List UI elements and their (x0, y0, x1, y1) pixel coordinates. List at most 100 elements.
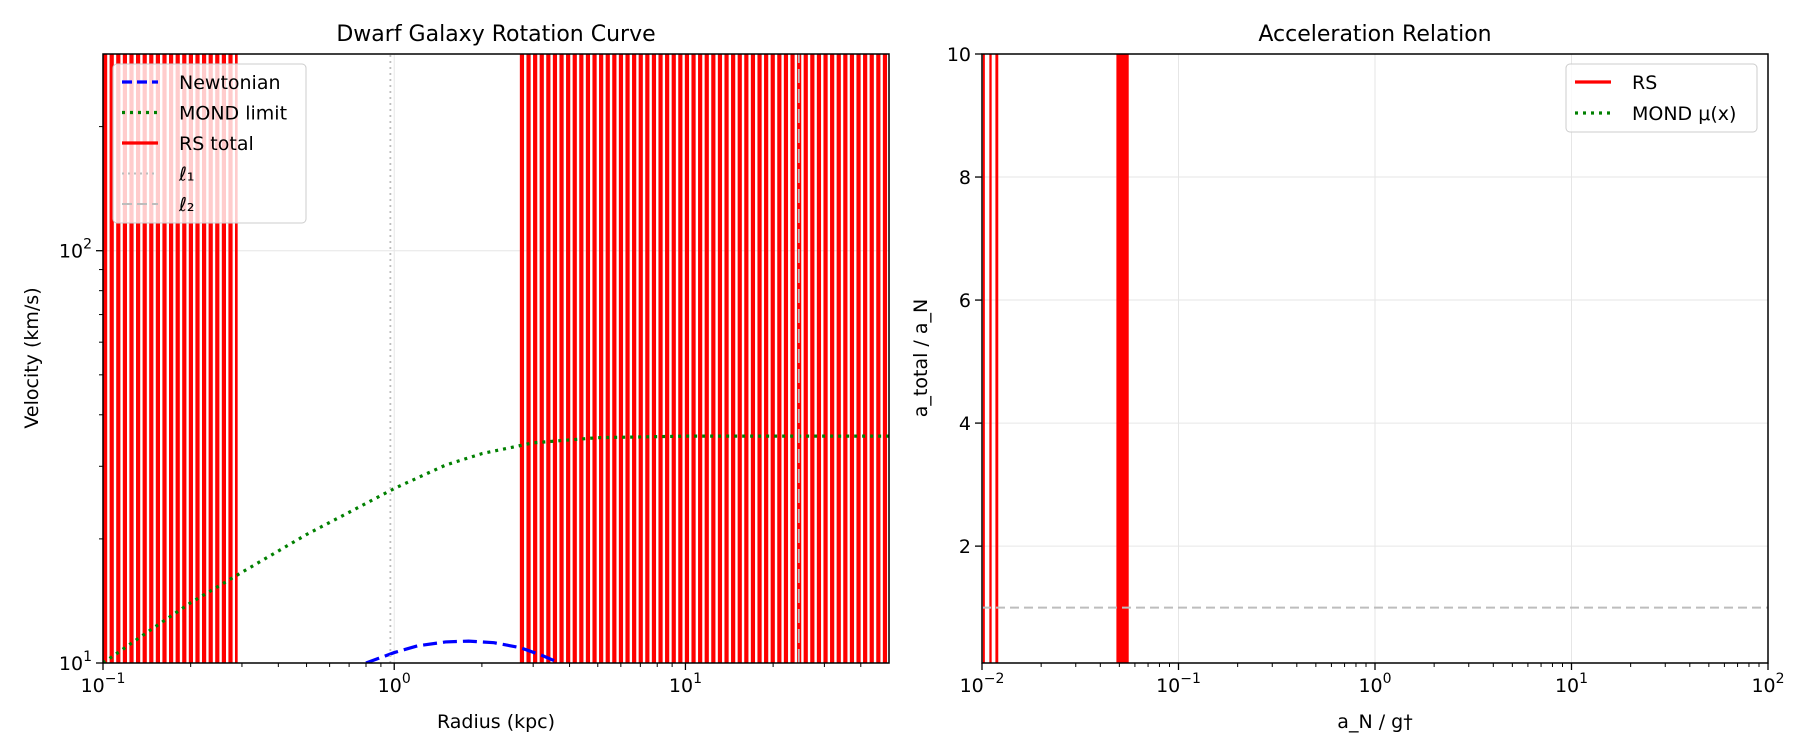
rotation-curve-rs-band-stripe (632, 54, 637, 663)
rotation-curve-legend-label: MOND limit (179, 103, 287, 125)
rotation-curve-rs-band-stripe (777, 54, 782, 663)
rotation-curve-rs-band-stripe (552, 54, 558, 663)
rotation-curve-rs-band-stripe (585, 54, 591, 663)
acceleration-y-tick-label: 8 (959, 167, 971, 189)
rotation-curve-legend-label: RS total (179, 133, 254, 155)
rotation-curve-rs-band-stripe (810, 54, 815, 663)
rotation-curve-rs-band-stripe (876, 54, 881, 663)
acceleration-legend-box (1565, 63, 1758, 133)
rotation-curve-rs-band-stripe (638, 54, 643, 663)
rotation-curve-rs-band-stripe (188, 54, 193, 663)
rotation-curve-rs-band-stripe (869, 54, 874, 663)
rotation-curve-rs-band-stripe (816, 54, 822, 663)
rotation-curve-rs-band-stripe (764, 54, 769, 663)
rotation-curve-rs-band-stripe (717, 54, 723, 663)
rotation-curve-rs-band-stripe (202, 54, 207, 663)
rotation-curve-rs-band-stripe (533, 54, 538, 663)
rotation-curve-rs-band-stripe (175, 54, 180, 663)
rotation-curve-x-tick-label: 100 (378, 671, 411, 697)
rotation-curve-rs-band-stripe (149, 54, 154, 663)
rotation-curve-rs-band-stripe (698, 54, 703, 663)
rotation-curve-rs-band-stripe (684, 54, 690, 663)
rotation-curve-legend: Newtonian MOND limit RS total ℓ₁ ℓ₂ (112, 63, 307, 224)
rotation-curve-rs-band-stripe (605, 54, 610, 663)
acceleration-xlabel: a_N / g† (1337, 711, 1412, 733)
rotation-curve-rs-band-stripe (651, 54, 657, 663)
rotation-curve-y-tick-label: 102 (59, 237, 92, 263)
rotation-curve-series-1 (103, 434, 889, 663)
acceleration-legend-label: MOND μ(x) (1632, 103, 1736, 125)
rotation-curve-rs-band-stripe (830, 54, 835, 663)
rotation-curve-rs-band-stripe (658, 54, 663, 663)
rotation-curve-ylabel: Velocity (km/s) (21, 287, 43, 428)
acceleration-y-tick-label: 4 (959, 413, 971, 435)
rotation-curve-ticks: 10−1 100 101 101 102 (59, 126, 862, 697)
rotation-curve-rs-band-stripe (757, 54, 762, 663)
rotation-curve-rs-band-stripe (519, 54, 525, 663)
rotation-curve-rs-band-stripe (136, 54, 141, 663)
rotation-curve-rs-band-stripe (612, 54, 617, 663)
rotation-curve-rs-band-stripe (142, 54, 147, 663)
rotation-curve-rs-band-stripe (579, 54, 584, 663)
rotation-curve-rs-band-stripe (566, 54, 571, 663)
acceleration-rs-band (989, 54, 992, 663)
rotation-curve-rs-band-stripe (572, 54, 577, 663)
acceleration-ticks: 10−2 10−1 100 101 102 2 4 6 8 10 (947, 44, 1785, 697)
rotation-curve-rs-band-stripe (116, 54, 121, 663)
rotation-curve-series-0 (365, 639, 561, 663)
rotation-curve-rs-band-stripe (618, 54, 624, 663)
acceleration-x-tick-label: 101 (1555, 671, 1588, 697)
acceleration-ylabel: a_total / a_N (910, 299, 932, 417)
rotation-curve-legend-box (112, 63, 307, 224)
rotation-curve-rs-band-stripe (783, 54, 789, 663)
rotation-curve-rs-band-stripe (228, 54, 233, 663)
rotation-curve-rs-band-stripe (671, 54, 676, 663)
rotation-curve-x-tick-label: 101 (669, 671, 702, 697)
rotation-curve-rs-band-stripe (737, 54, 742, 663)
rs-bands (982, 54, 1129, 663)
rotation-curve-rs-band-stripe (691, 54, 696, 663)
rotation-curve-rs-band-stripe (724, 54, 729, 663)
rotation-curve-axes-frame (102, 53, 890, 664)
rotation-curve-rs-band-stripe (235, 54, 238, 663)
rotation-curve-rs-band-stripe (790, 54, 795, 663)
rotation-curve-rs-band-stripe (665, 54, 670, 663)
rotation-curve-rs-band-stripe (843, 54, 848, 663)
rotation-curve-legend-label: ℓ₁ (178, 164, 194, 186)
acceleration-x-tick-label: 100 (1358, 671, 1391, 697)
rotation-curve-legend-label: Newtonian (179, 72, 281, 94)
rotation-curve-rs-band-stripe (103, 54, 108, 663)
rotation-curve-rs-band-stripe (129, 54, 134, 663)
rotation-curve-rs-band-stripe (849, 54, 855, 663)
rotation-curve-rs-band-stripe (109, 54, 114, 663)
acceleration-legend-label: RS (1632, 72, 1657, 94)
acceleration-y-tick-label: 6 (959, 290, 971, 312)
rotation-curve-rs-band-stripe (599, 54, 604, 663)
acceleration-y-tick-label: 2 (959, 536, 971, 558)
rotation-curve-rs-band-stripe (162, 54, 167, 663)
rotation-curve-rs-band-stripe (546, 54, 551, 663)
rotation-curve-rs-band-stripe (678, 54, 683, 663)
rotation-curve-rs-band-stripe (221, 54, 226, 663)
rotation-curve-rs-band-stripe (559, 54, 564, 663)
acceleration-x-tick-label: 10−1 (1156, 671, 1201, 697)
acceleration-y-tick-label: 10 (947, 44, 971, 66)
rotation-curve-xlabel: Radius (kpc) (437, 711, 555, 733)
rotation-curve-rs-band-stripe (215, 54, 220, 663)
rotation-curve-title: Dwarf Galaxy Rotation Curve (336, 22, 655, 47)
rotation-curve-rs-band-stripe (526, 54, 531, 663)
rotation-curve-legend-label: ℓ₂ (178, 194, 194, 216)
acceleration-x-tick-label: 102 (1751, 671, 1784, 697)
rotation-curve-rs-band-stripe (704, 54, 709, 663)
acceleration-rs-band (995, 54, 999, 663)
rotation-curve-panel: 10−1 100 101 101 102 Dwarf Galaxy Rotation C… (21, 22, 890, 733)
rotation-curve-rs-band-stripe (169, 54, 174, 663)
rotation-curve-rs-band-stripe (770, 54, 775, 663)
rotation-curve-rs-band-stripe (592, 54, 597, 663)
acceleration-x-tick-label: 10−2 (960, 671, 1005, 697)
rotation-curve-rs-band-stripe (823, 54, 828, 663)
rotation-curve-rs-band-stripe (645, 54, 650, 663)
rotation-curve-rs-band-stripe (195, 54, 200, 663)
rotation-curve-y-tick-label: 101 (59, 649, 92, 675)
